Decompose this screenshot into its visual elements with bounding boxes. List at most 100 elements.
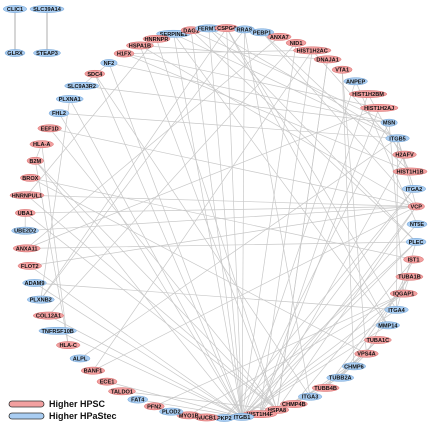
node-label: SDC4 (87, 72, 103, 78)
edge-hist1h2ac-h1fx (124, 50, 313, 54)
edge-mmp14-cspg4 (226, 27, 389, 326)
node-shape (126, 41, 154, 50)
legend-label: Higher HPaStec (49, 411, 117, 421)
node-hist1h1b: HIST1H1B (392, 167, 428, 176)
edge-msn-itgb1 (241, 122, 390, 418)
node-label: FLOT2 (21, 264, 39, 270)
node-label: HLA-C (60, 343, 77, 349)
edge-pkp2-itga2 (224, 188, 415, 419)
edge-serpine1-itgb1 (173, 33, 243, 417)
legend: Higher HPSC Higher HPaStec (8, 399, 117, 421)
node-itgb1: ITGB1 (230, 413, 255, 421)
node-shape (285, 39, 307, 47)
node-tubb2a: TUBB2A (326, 373, 355, 382)
node-uba1: UBA1 (15, 209, 36, 217)
edge-pebp1-hist1h1b (261, 32, 411, 172)
node-label: COL12A1 (36, 314, 61, 320)
node-shape (360, 104, 399, 112)
node-tnfrsf10b: TNFRSF10B (38, 326, 77, 335)
node-shape (69, 354, 91, 363)
node-anxa11: ANXA11 (12, 244, 41, 253)
node-label: TUBA1B (398, 275, 421, 281)
node-clic1: CLIC1 (3, 5, 27, 13)
node-vcp: VCP (407, 202, 425, 211)
edge-rras-plxnb2 (40, 29, 245, 300)
node-hnrnpr: HNRNPR (142, 35, 171, 43)
node-label: ANPEP (346, 79, 366, 85)
node-label: B2M (29, 159, 41, 165)
node-label: VTA1 (335, 68, 349, 74)
edge-banf1-hist1h2ac (92, 50, 313, 371)
edge-hnrnpul1-hnrnpr (26, 38, 157, 196)
node-nf2: NF2 (100, 59, 118, 67)
edge-vcp-hspa8 (276, 206, 417, 411)
edge-iqgap1-itgb1 (241, 293, 404, 418)
node-shape (29, 140, 54, 149)
edge-uba1-hspa8 (25, 212, 278, 411)
node-shape (27, 295, 55, 304)
node-label: PLXNB2 (30, 298, 52, 304)
edge-itga2-itgb5 (397, 138, 415, 189)
edge-fermt2-plec (208, 28, 417, 243)
edge-hist1h2aj-h1fx (123, 53, 380, 109)
node-label: MMP14 (378, 323, 398, 329)
node-shape (12, 244, 41, 253)
node-shape (176, 411, 201, 420)
node-shape (349, 90, 388, 98)
node-shape (401, 184, 426, 193)
edge-itga3-sdc4 (94, 73, 311, 397)
node-banf1: BANF1 (80, 366, 105, 375)
node-flot2: FLOT2 (17, 262, 42, 270)
edge-itgb1-adam9 (34, 282, 243, 418)
node-label: CLIC1 (7, 7, 23, 13)
node-shape (267, 32, 292, 41)
edge-hist1h2bm-hist1h4f (259, 93, 369, 415)
node-shape (403, 255, 424, 264)
node-label: HIST1H4F (247, 412, 274, 418)
node-label: CSPG4 (217, 26, 237, 32)
node-shape (250, 28, 275, 37)
node-label: DNAJA1 (316, 57, 338, 63)
node-shape (159, 407, 184, 416)
edge-ist1-brox (30, 177, 414, 260)
node-nid1: NID1 (285, 39, 307, 47)
node-label: ALPL (73, 356, 88, 362)
node-hnrnpul1: HNRNPUL1 (9, 191, 45, 199)
node-shape (326, 373, 355, 382)
edge-plxnb2-plxna1 (40, 98, 71, 300)
edge-anxa11-hist1h2aj (26, 107, 380, 249)
node-label: IST1 (408, 257, 420, 263)
node-itga3: ITGA3 (298, 392, 323, 401)
node-label: HNRNPR (145, 37, 169, 43)
edge-vta1-vps4a (341, 69, 367, 354)
edge-cspg4-itgb1 (226, 28, 243, 417)
edge-hnrnpul1-hspa8 (26, 195, 278, 411)
edge-hla-c-hla-a (41, 144, 69, 346)
node-shape (407, 202, 425, 211)
node-ece1: ECE1 (96, 377, 118, 386)
edge-dnaja1-hspa1b (139, 45, 328, 60)
node-label: UBE2D2 (14, 229, 36, 235)
node-label: RRAS (237, 27, 253, 33)
node-anxa7: ANXA7 (267, 32, 292, 41)
node-shape (364, 336, 392, 344)
node-shape (389, 289, 418, 298)
node-shape (37, 124, 62, 133)
node-ist1: IST1 (403, 255, 424, 264)
node-label: MYO1B (179, 413, 199, 419)
node-shape (142, 35, 171, 43)
node-hist1h2bm: HIST1H2BM (349, 90, 388, 98)
node-ube2d2: UBE2D2 (11, 226, 39, 235)
node-label: HNRNPUL1 (12, 193, 42, 199)
node-label: MSN (383, 121, 395, 127)
node-col12a1: COL12A1 (33, 311, 65, 320)
node-pfn2: PFN2 (143, 402, 165, 410)
edge-itga4-itgb1 (241, 309, 397, 418)
node-slc39a14: SLC39A14 (29, 5, 65, 13)
node-plxna1: PLXNA1 (55, 95, 84, 103)
node-label: TNFRSF10B (42, 329, 74, 335)
edge-plec-itgb1 (241, 241, 417, 418)
node-itga4: ITGA4 (384, 305, 409, 314)
